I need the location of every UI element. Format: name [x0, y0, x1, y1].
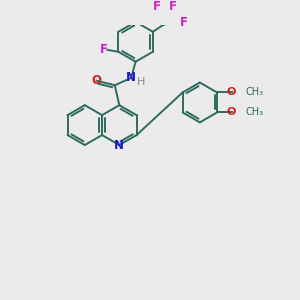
Text: F: F [152, 0, 160, 13]
Text: O: O [227, 88, 236, 98]
Text: O: O [92, 74, 102, 87]
Text: N: N [126, 71, 136, 85]
Text: H: H [137, 76, 145, 87]
Text: N: N [114, 139, 124, 152]
Text: CH₃: CH₃ [245, 88, 263, 98]
Text: CH₃: CH₃ [245, 107, 263, 117]
Text: F: F [169, 0, 177, 13]
Text: O: O [227, 107, 236, 117]
Text: F: F [180, 16, 188, 29]
Text: F: F [100, 44, 108, 56]
